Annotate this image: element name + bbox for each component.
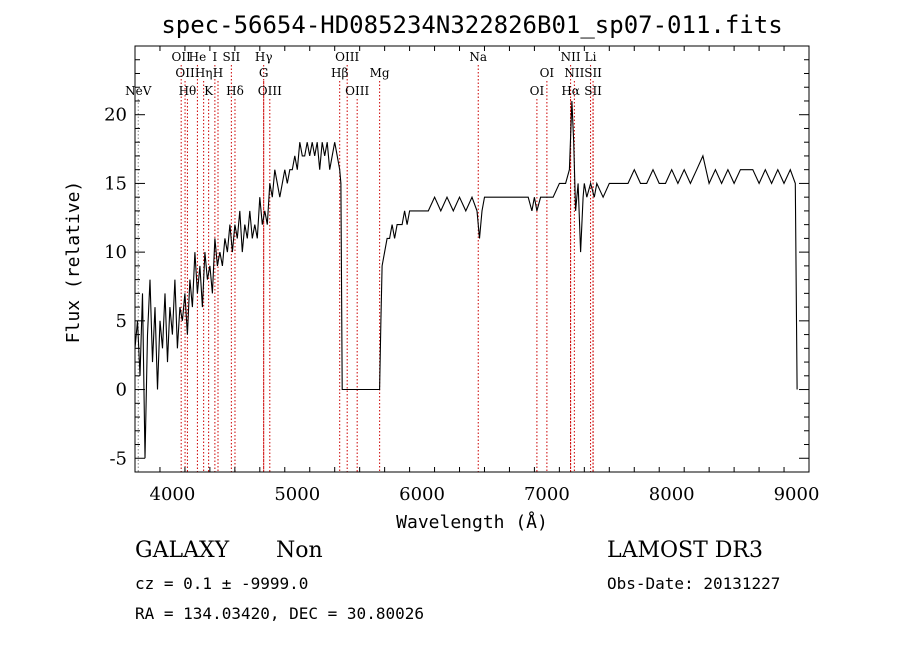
x-tick-label-5000: 5000 xyxy=(274,484,320,505)
x-tick-label-6000: 6000 xyxy=(399,484,445,505)
line-labels-layer: NeVOIIOIIHθHeHηKIHSIIHδHγGOIIIHβOIIIOIII… xyxy=(125,50,602,98)
object-class: GALAXY xyxy=(135,538,230,563)
y-tick-label--5: -5 xyxy=(109,448,127,469)
y-tick-label-5: 5 xyxy=(116,311,127,332)
line-markers-layer xyxy=(137,65,594,472)
line-label-1: OII xyxy=(172,50,192,64)
line-label-24: Li xyxy=(585,50,597,64)
line-label-15: OIII xyxy=(335,50,359,64)
chart-title: spec-56654-HD085234N322826B01_sp07-011.f… xyxy=(161,11,782,39)
spectrum-series-line xyxy=(134,100,798,459)
line-label-20: OI xyxy=(540,66,555,80)
line-label-17: Mg xyxy=(370,66,390,80)
x-tick-label-8000: 8000 xyxy=(649,484,695,505)
line-label-3: Hθ xyxy=(179,84,197,98)
line-label-0: NeV xyxy=(125,84,152,98)
x-tick-labels: 4000 5000 6000 7000 8000 9000 xyxy=(150,484,820,505)
x-tick-label-4000: 4000 xyxy=(150,484,196,505)
y-tick-label-0: 0 xyxy=(116,380,127,401)
line-label-5: Hη xyxy=(195,66,213,80)
redshift-readout: cz = 0.1 ± -9999.0 xyxy=(135,574,308,593)
line-label-16: OIII xyxy=(345,84,369,98)
line-label-22: Hα xyxy=(561,84,580,98)
axis-ticks-layer xyxy=(134,45,810,473)
series-layer xyxy=(134,100,798,459)
line-label-19: OI xyxy=(530,84,545,98)
line-label-2: OII xyxy=(175,66,195,80)
object-subclass: Non xyxy=(276,538,323,563)
x-tick-label-7000: 7000 xyxy=(524,484,570,505)
line-label-6: K xyxy=(204,84,214,98)
line-label-12: G xyxy=(259,66,269,80)
y-tick-label-15: 15 xyxy=(104,173,127,194)
line-label-25: SII xyxy=(584,66,602,80)
line-label-10: Hδ xyxy=(226,84,244,98)
line-label-13: OIII xyxy=(258,84,282,98)
observation-date: Obs-Date: 20131227 xyxy=(607,574,780,593)
line-label-8: H xyxy=(213,66,223,80)
line-label-9: SII xyxy=(223,50,241,64)
line-label-23: NII xyxy=(564,66,584,80)
x-tick-label-9000: 9000 xyxy=(774,484,820,505)
y-tick-labels: -5 0 5 10 15 20 xyxy=(104,105,127,470)
line-label-21: NII xyxy=(561,50,581,64)
survey-name: LAMOST DR3 xyxy=(607,538,763,563)
line-label-7: I xyxy=(213,50,218,64)
plot-frame xyxy=(134,45,810,473)
line-label-26: SII xyxy=(584,84,602,98)
coordinates-readout: RA = 134.03420, DEC = 30.80026 xyxy=(135,604,424,623)
x-axis-label: Wavelength (Å) xyxy=(396,511,548,533)
line-label-11: Hγ xyxy=(255,50,273,64)
line-label-18: Na xyxy=(469,50,487,64)
y-tick-label-20: 20 xyxy=(104,105,127,126)
y-axis-label: Flux (relative) xyxy=(63,181,84,344)
y-tick-label-10: 10 xyxy=(104,242,127,263)
line-label-14: Hβ xyxy=(331,66,348,80)
line-label-4: He xyxy=(189,50,207,64)
